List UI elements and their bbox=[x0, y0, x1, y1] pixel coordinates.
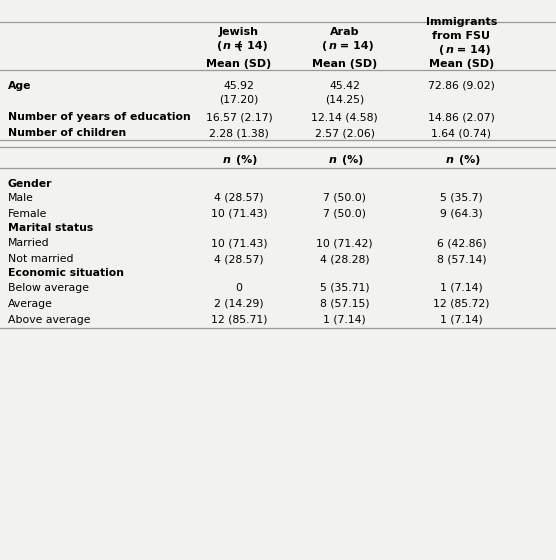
Text: Not married: Not married bbox=[8, 254, 73, 264]
Text: Jewish: Jewish bbox=[219, 27, 259, 37]
Text: 0: 0 bbox=[236, 283, 242, 293]
Text: 8 (57.14): 8 (57.14) bbox=[436, 254, 486, 264]
Text: n: n bbox=[329, 41, 336, 51]
Text: Married: Married bbox=[8, 238, 49, 248]
Text: (17.20): (17.20) bbox=[220, 94, 259, 104]
Text: 72.86 (9.02): 72.86 (9.02) bbox=[428, 81, 495, 91]
Text: (: ( bbox=[439, 45, 444, 55]
Text: 1 (7.14): 1 (7.14) bbox=[440, 283, 483, 293]
Text: Immigrants: Immigrants bbox=[426, 17, 497, 27]
Text: 2.28 (1.38): 2.28 (1.38) bbox=[209, 128, 269, 138]
Text: (%): (%) bbox=[459, 155, 480, 165]
Text: Mean (SD): Mean (SD) bbox=[312, 59, 378, 69]
Text: 1 (7.14): 1 (7.14) bbox=[440, 315, 483, 325]
Text: 14.86 (2.07): 14.86 (2.07) bbox=[428, 112, 495, 122]
Text: Age: Age bbox=[8, 81, 32, 91]
Text: (14.25): (14.25) bbox=[325, 94, 364, 104]
Text: 10 (71.42): 10 (71.42) bbox=[316, 238, 373, 248]
Text: 1 (7.14): 1 (7.14) bbox=[324, 315, 366, 325]
Text: 16.57 (2.17): 16.57 (2.17) bbox=[206, 112, 272, 122]
Text: 1.64 (0.74): 1.64 (0.74) bbox=[431, 128, 492, 138]
Text: 5 (35.71): 5 (35.71) bbox=[320, 283, 370, 293]
Text: (%): (%) bbox=[342, 155, 364, 165]
Text: 10 (71.43): 10 (71.43) bbox=[211, 238, 267, 248]
Text: n: n bbox=[329, 155, 336, 165]
Text: Mean (SD): Mean (SD) bbox=[429, 59, 494, 69]
Text: 4 (28.57): 4 (28.57) bbox=[214, 193, 264, 203]
Text: 2 (14.29): 2 (14.29) bbox=[214, 299, 264, 309]
Text: 4 (28.28): 4 (28.28) bbox=[320, 254, 370, 264]
Text: = 14): = 14) bbox=[230, 41, 268, 51]
Text: Above average: Above average bbox=[8, 315, 91, 325]
Text: 12 (85.71): 12 (85.71) bbox=[211, 315, 267, 325]
Text: 5 (35.7): 5 (35.7) bbox=[440, 193, 483, 203]
Text: 7 (50.0): 7 (50.0) bbox=[323, 193, 366, 203]
Text: Male: Male bbox=[8, 193, 34, 203]
Text: 10 (71.43): 10 (71.43) bbox=[211, 209, 267, 219]
Text: 4 (28.57): 4 (28.57) bbox=[214, 254, 264, 264]
Text: Arab: Arab bbox=[330, 27, 360, 37]
Text: (%): (%) bbox=[236, 155, 258, 165]
Text: (: ( bbox=[322, 41, 327, 51]
Text: 8 (57.15): 8 (57.15) bbox=[320, 299, 370, 309]
Text: Gender: Gender bbox=[8, 179, 52, 189]
Text: Mean (SD): Mean (SD) bbox=[206, 59, 272, 69]
Text: (: ( bbox=[236, 41, 242, 51]
Text: Marital status: Marital status bbox=[8, 223, 93, 233]
Text: 9 (64.3): 9 (64.3) bbox=[440, 209, 483, 219]
Text: Below average: Below average bbox=[8, 283, 89, 293]
Text: (: ( bbox=[216, 41, 222, 51]
Text: 45.92: 45.92 bbox=[224, 81, 255, 91]
Text: n: n bbox=[445, 45, 453, 55]
Text: Female: Female bbox=[8, 209, 47, 219]
Text: Average: Average bbox=[8, 299, 53, 309]
Text: Economic situation: Economic situation bbox=[8, 268, 124, 278]
Text: 7 (50.0): 7 (50.0) bbox=[323, 209, 366, 219]
Text: n: n bbox=[223, 155, 231, 165]
Text: 12.14 (4.58): 12.14 (4.58) bbox=[311, 112, 378, 122]
Text: 12 (85.72): 12 (85.72) bbox=[433, 299, 490, 309]
Text: 2.57 (2.06): 2.57 (2.06) bbox=[315, 128, 375, 138]
Text: = 14): = 14) bbox=[453, 45, 490, 55]
Text: 45.42: 45.42 bbox=[329, 81, 360, 91]
Text: from FSU: from FSU bbox=[433, 31, 490, 41]
Text: 6 (42.86): 6 (42.86) bbox=[436, 238, 486, 248]
Text: = 14): = 14) bbox=[336, 41, 374, 51]
Text: n: n bbox=[223, 41, 231, 51]
Text: n: n bbox=[445, 155, 453, 165]
Text: Number of children: Number of children bbox=[8, 128, 126, 138]
Text: Number of years of education: Number of years of education bbox=[8, 112, 191, 122]
